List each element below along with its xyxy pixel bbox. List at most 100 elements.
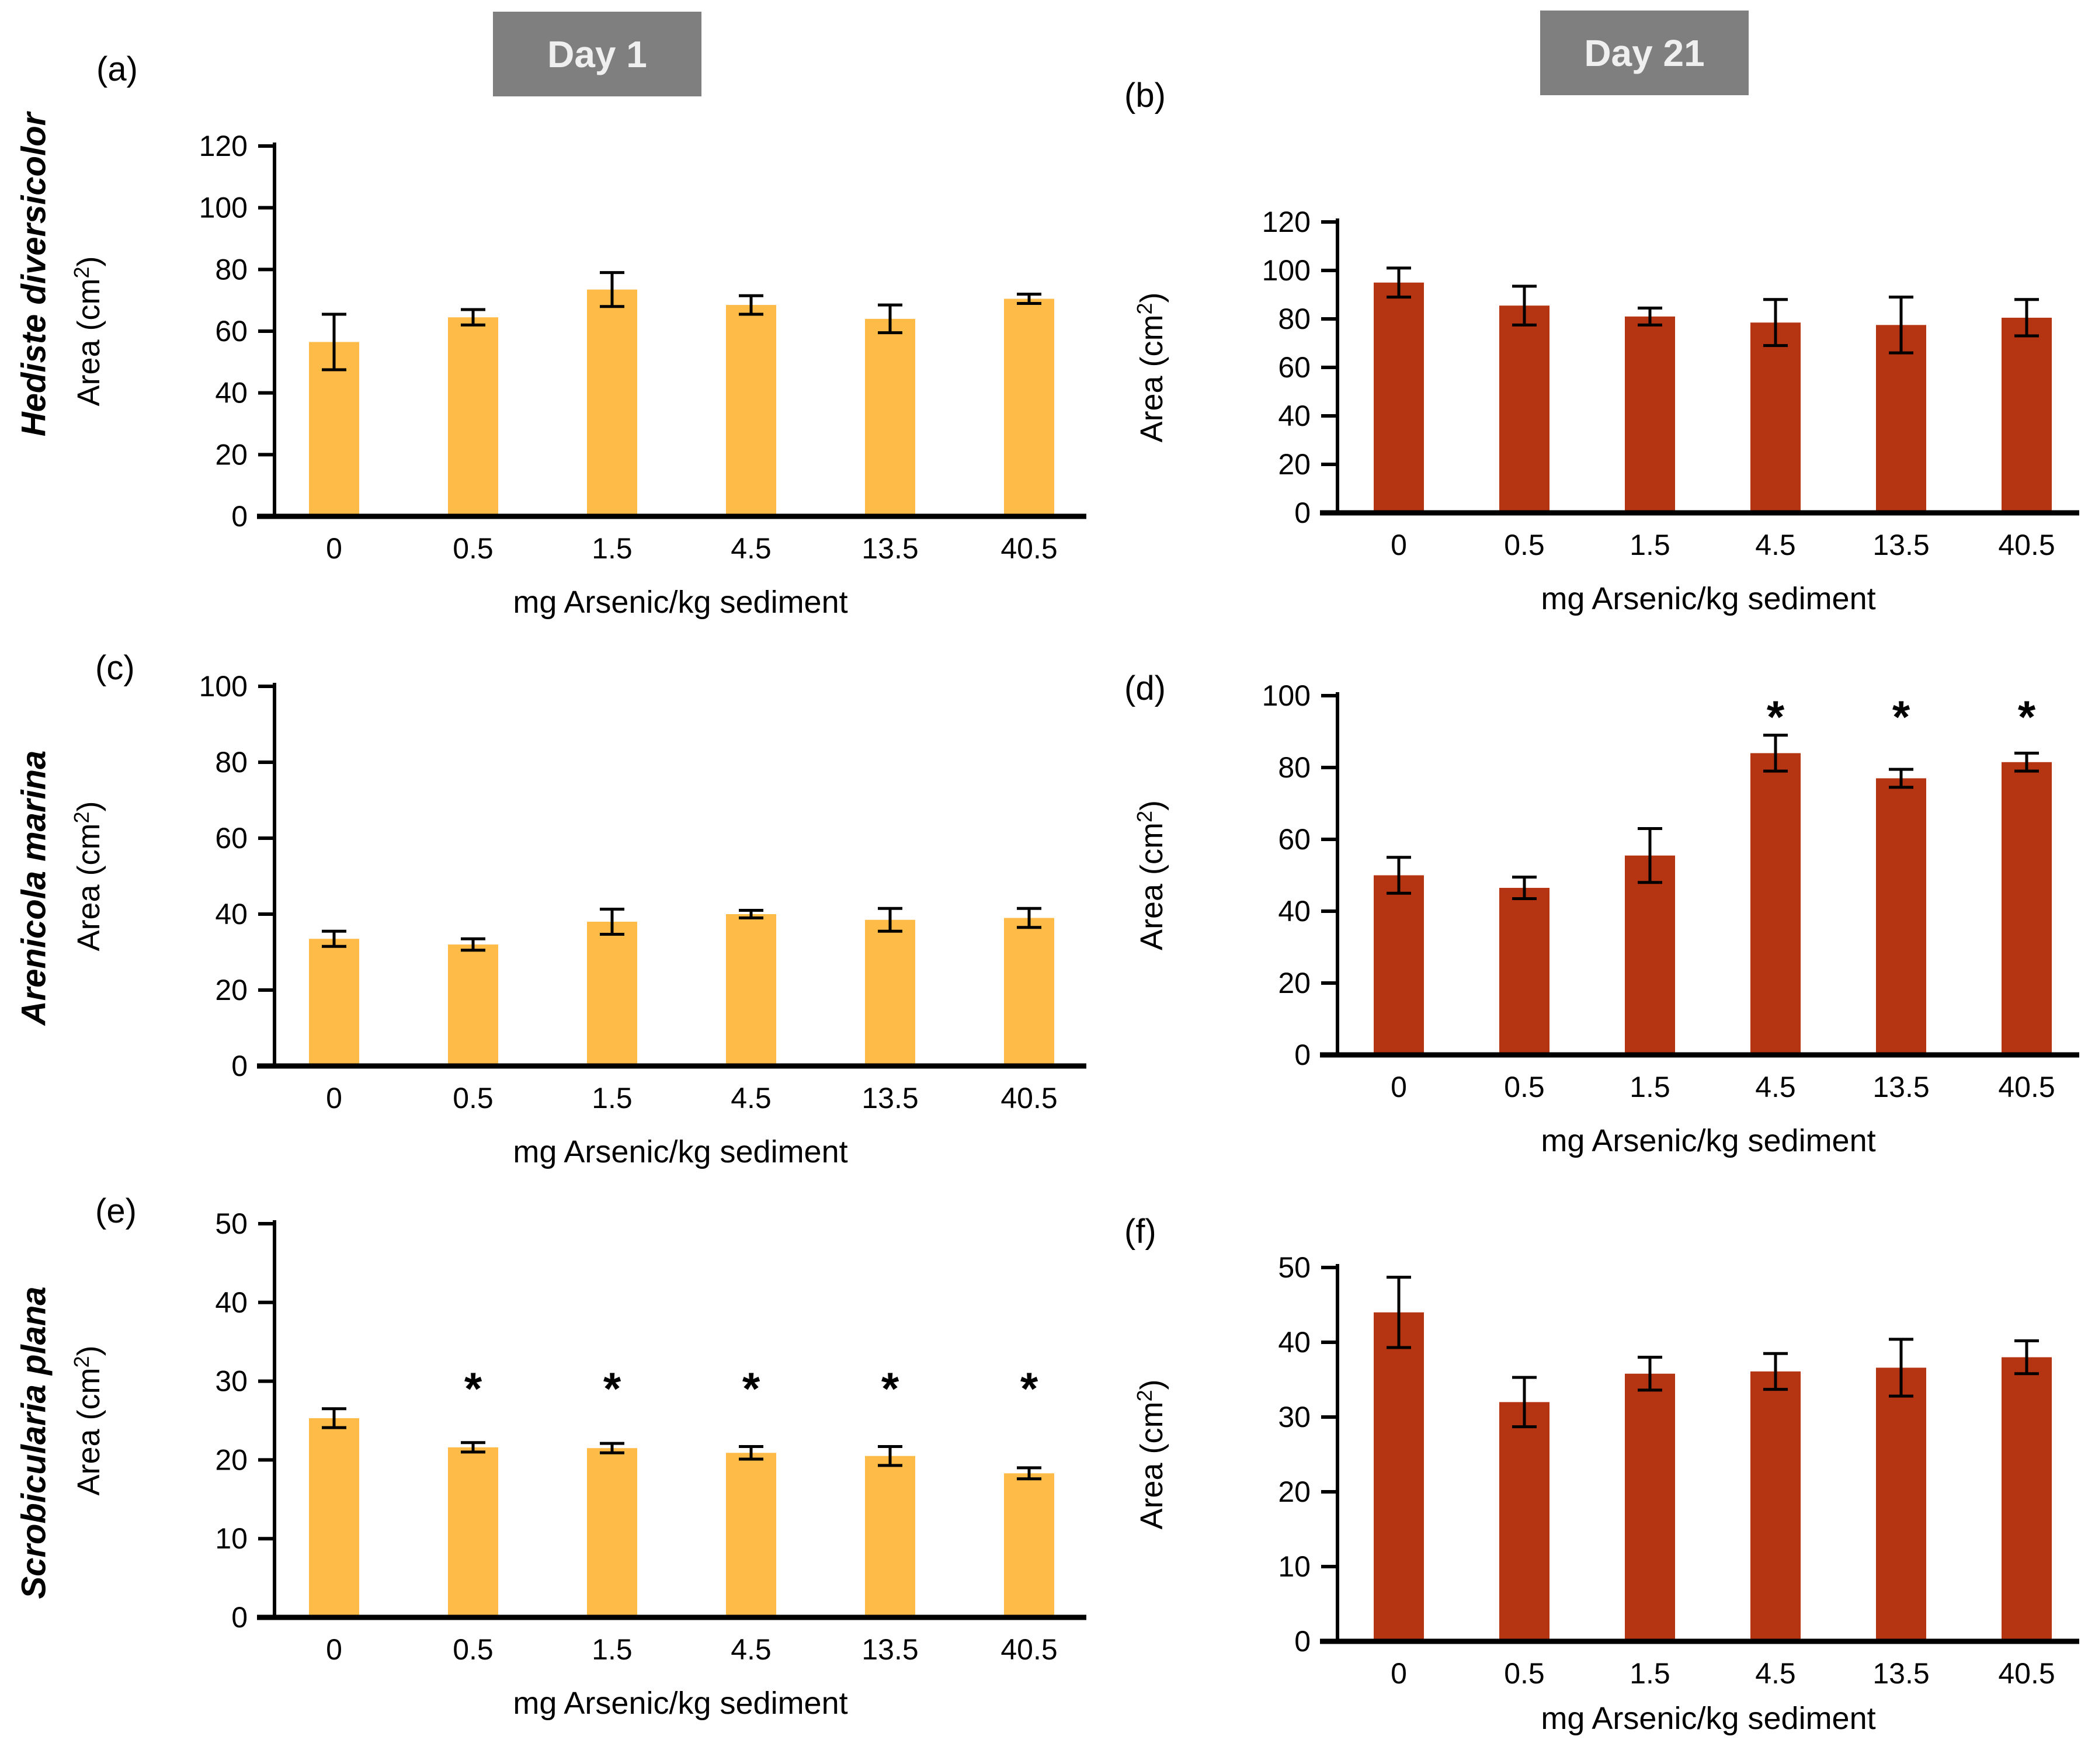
x-category-label: 4.5 xyxy=(731,1082,772,1114)
y-tick-label: 10 xyxy=(1278,1550,1311,1583)
y-axis-title: Area (cm2) xyxy=(1132,292,1169,442)
y-tick-label: 80 xyxy=(215,253,248,286)
bar-0 xyxy=(309,939,359,1066)
bar-1.5 xyxy=(1625,855,1675,1055)
bar-0.5 xyxy=(448,1447,498,1617)
species-label-arenicola-marina: Arenicola marina xyxy=(15,750,53,1026)
y-tick-label: 0 xyxy=(1294,496,1311,529)
x-category-label: 0.5 xyxy=(1504,1071,1545,1103)
y-tick-label: 80 xyxy=(215,746,248,779)
y-tick-label: 60 xyxy=(1278,823,1311,856)
bar-13.5 xyxy=(1876,325,1926,513)
x-category-label: 0.5 xyxy=(1504,1657,1545,1690)
panel-label-c: (c) xyxy=(95,649,135,687)
species-label-scrobicularia-plana: Scrobicularia plana xyxy=(15,1286,53,1599)
x-category-label: 0 xyxy=(1391,1071,1407,1103)
y-tick-label: 20 xyxy=(215,974,248,1006)
y-tick-label: 20 xyxy=(1278,448,1311,481)
y-tick-label: 30 xyxy=(215,1365,248,1398)
x-category-label: 40.5 xyxy=(1998,529,2055,561)
x-axis-title: mg Arsenic/kg sediment xyxy=(513,1686,847,1721)
y-tick-label: 20 xyxy=(215,1443,248,1476)
chart-a-hediste-day1: 0 20 40 60 80 100 120 0 0.5 1.5 4.5 13.5 40.5 mg Arse… xyxy=(70,130,1086,620)
x-category-label: 1.5 xyxy=(592,1633,633,1666)
y-tick-label: 60 xyxy=(215,315,248,348)
y-tick-label: 80 xyxy=(1278,303,1311,335)
bar-13.5 xyxy=(865,318,915,516)
x-category-label: 0 xyxy=(326,1633,342,1666)
x-category-label: 40.5 xyxy=(1000,532,1057,565)
x-category-label: 1.5 xyxy=(592,532,633,565)
x-category-label: 0.5 xyxy=(453,1082,494,1114)
significance-asterisk: * xyxy=(742,1363,760,1414)
x-category-label: 1.5 xyxy=(592,1082,633,1114)
x-category-label: 4.5 xyxy=(731,1633,772,1666)
significance-asterisk: * xyxy=(1892,691,1910,742)
y-tick-label: 80 xyxy=(1278,751,1311,784)
significance-asterisk: * xyxy=(1767,691,1785,742)
bar-0 xyxy=(1374,1312,1424,1641)
y-tick-label: 40 xyxy=(215,898,248,930)
bar-40.5 xyxy=(1004,1473,1054,1617)
bar-0 xyxy=(1374,875,1424,1055)
bar-0 xyxy=(1374,282,1424,513)
x-axis-title: mg Arsenic/kg sediment xyxy=(513,585,847,620)
y-tick-label: 40 xyxy=(1278,895,1311,928)
significance-asterisk: * xyxy=(1020,1363,1038,1414)
y-tick-label: 40 xyxy=(215,377,248,409)
y-axis-title: Area (cm2) xyxy=(70,256,106,406)
significance-asterisk: * xyxy=(2018,691,2036,742)
y-tick-label: 20 xyxy=(1278,1475,1311,1508)
bar-1.5 xyxy=(1625,316,1675,513)
y-axis-title: Area (cm2) xyxy=(70,1345,106,1495)
bar-4.5 xyxy=(1750,753,1801,1055)
x-axis-title: mg Arsenic/kg sediment xyxy=(513,1134,847,1169)
y-axis-title: Area (cm2) xyxy=(1132,800,1169,950)
x-category-label: 0.5 xyxy=(453,1633,494,1666)
x-axis-title: mg Arsenic/kg sediment xyxy=(1541,1701,1875,1736)
bar-4.5 xyxy=(1750,1371,1801,1641)
bar-0.5 xyxy=(1499,305,1549,513)
panel-label-b: (b) xyxy=(1124,77,1166,114)
y-tick-label: 10 xyxy=(215,1522,248,1555)
significance-asterisk: * xyxy=(464,1363,482,1414)
x-category-label: 0.5 xyxy=(453,532,494,565)
bar-40.5 xyxy=(2002,317,2052,513)
x-category-label: 13.5 xyxy=(861,1633,918,1666)
day21-header: Day 21 xyxy=(1540,11,1749,95)
x-category-label: 4.5 xyxy=(1755,1071,1796,1103)
y-tick-label: 0 xyxy=(231,500,248,533)
y-axis-title: Area (cm2) xyxy=(1132,1379,1169,1529)
chart-f-scrobicularia-day21: 0 10 20 30 40 50 0 0.5 1.5 4.5 13.5 40.5 mg Arsenic/… xyxy=(1132,1251,2079,1736)
x-category-label: 4.5 xyxy=(731,532,772,565)
chart-b-hediste-day21: 0 20 40 60 80 100 120 0 0.5 1.5 4.5 13.5 40.5 mg Arse… xyxy=(1132,206,2079,616)
x-category-label: 13.5 xyxy=(1872,529,1929,561)
panel-label-e: (e) xyxy=(95,1192,137,1230)
x-category-label: 13.5 xyxy=(861,1082,918,1114)
day1-header: Day 1 xyxy=(493,12,701,96)
panel-label-d: (d) xyxy=(1124,669,1166,707)
y-tick-label: 0 xyxy=(1294,1039,1311,1071)
bar-4.5 xyxy=(726,305,776,516)
chart-e-scrobicularia-day1: 0 10 20 30 40 50 0 * 0.5 * 1.5 * 4.5 * 13.5 * 40.5 mg Ars… xyxy=(70,1207,1086,1721)
x-category-label: 0 xyxy=(1391,1657,1407,1690)
x-category-label: 0 xyxy=(326,1082,342,1114)
y-tick-label: 50 xyxy=(1278,1251,1311,1284)
y-tick-label: 120 xyxy=(1262,206,1311,238)
y-tick-label: 100 xyxy=(1262,679,1311,712)
x-category-label: 13.5 xyxy=(1872,1657,1929,1690)
x-category-label: 0 xyxy=(1391,529,1407,561)
x-axis-title: mg Arsenic/kg sediment xyxy=(1541,581,1875,616)
x-category-label: 40.5 xyxy=(1000,1633,1057,1666)
bar-1.5 xyxy=(587,289,637,516)
x-axis-title: mg Arsenic/kg sediment xyxy=(1541,1123,1875,1158)
x-category-label: 1.5 xyxy=(1630,1071,1670,1103)
bar-0.5 xyxy=(448,944,498,1066)
species-label-hediste-diversicolor: Hediste diversicolor xyxy=(15,112,53,437)
y-tick-label: 0 xyxy=(231,1601,248,1634)
y-tick-label: 0 xyxy=(231,1050,248,1082)
bar-1.5 xyxy=(1625,1373,1675,1641)
bar-4.5 xyxy=(1750,322,1801,513)
x-category-label: 13.5 xyxy=(861,532,918,565)
